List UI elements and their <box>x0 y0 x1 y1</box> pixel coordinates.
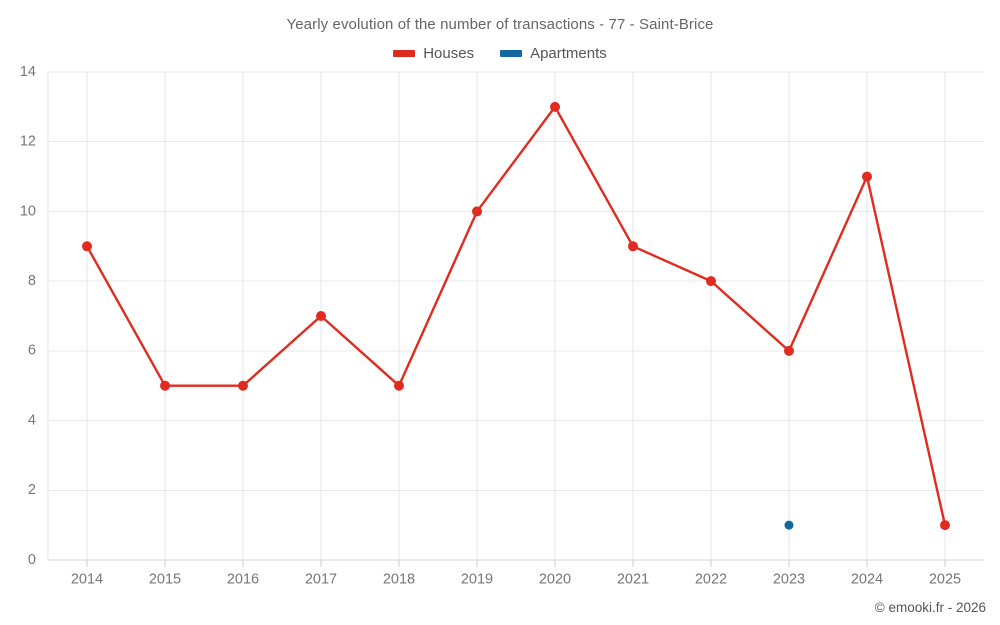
y-axis-tick-label: 4 <box>28 412 36 428</box>
legend-item-houses[interactable]: Houses <box>393 45 474 62</box>
x-axis-tick-label: 2025 <box>929 572 961 588</box>
x-axis-tick-label: 2022 <box>695 572 727 588</box>
x-axis-tick-label: 2019 <box>461 572 493 588</box>
data-point-houses-2016[interactable] <box>238 380 248 391</box>
data-point-houses-2024[interactable] <box>862 171 872 182</box>
y-axis-tick-label: 2 <box>28 482 36 498</box>
chart-title: Yearly evolution of the number of transa… <box>286 16 714 33</box>
data-point-apartments-2023[interactable] <box>784 520 794 530</box>
y-axis-tick-label: 6 <box>28 343 36 359</box>
chart-legend: Houses Apartments <box>0 45 1000 62</box>
data-point-houses-2015[interactable] <box>160 380 170 391</box>
data-point-houses-2014[interactable] <box>82 241 92 252</box>
x-axis-tick-label: 2021 <box>617 572 649 588</box>
y-axis-tick-label: 0 <box>28 552 36 568</box>
data-point-houses-2018[interactable] <box>394 380 404 391</box>
x-axis-tick-label: 2018 <box>383 572 415 588</box>
data-point-houses-2023[interactable] <box>784 345 794 356</box>
x-axis-tick-label: 2017 <box>305 572 337 588</box>
x-axis-tick-label: 2020 <box>539 572 571 588</box>
y-axis-tick-label: 14 <box>20 64 36 80</box>
data-point-houses-2017[interactable] <box>316 311 326 321</box>
x-axis-tick-label: 2015 <box>149 572 181 588</box>
data-point-houses-2020[interactable] <box>550 101 560 112</box>
x-axis-tick-label: 2014 <box>71 572 103 588</box>
legend-swatch-apartments <box>500 50 523 57</box>
credit-text: © emooki.fr - 2026 <box>874 600 986 615</box>
x-axis-tick-label: 2024 <box>851 572 883 588</box>
data-point-houses-2025[interactable] <box>940 520 950 531</box>
data-point-houses-2019[interactable] <box>472 206 482 217</box>
legend-swatch-houses <box>393 50 416 57</box>
y-axis-tick-label: 10 <box>20 203 36 219</box>
data-point-houses-2022[interactable] <box>706 276 716 287</box>
x-axis-tick-label: 2023 <box>773 572 805 588</box>
y-axis-tick-label: 12 <box>20 134 36 150</box>
legend-label-houses: Houses <box>423 45 475 62</box>
y-axis-tick-label: 8 <box>28 273 36 289</box>
legend-item-apartments[interactable]: Apartments <box>500 45 607 62</box>
legend-label-apartments: Apartments <box>530 45 607 62</box>
x-axis-tick-label: 2016 <box>227 572 259 588</box>
data-point-houses-2021[interactable] <box>628 241 638 252</box>
series-line-houses <box>85 105 947 527</box>
